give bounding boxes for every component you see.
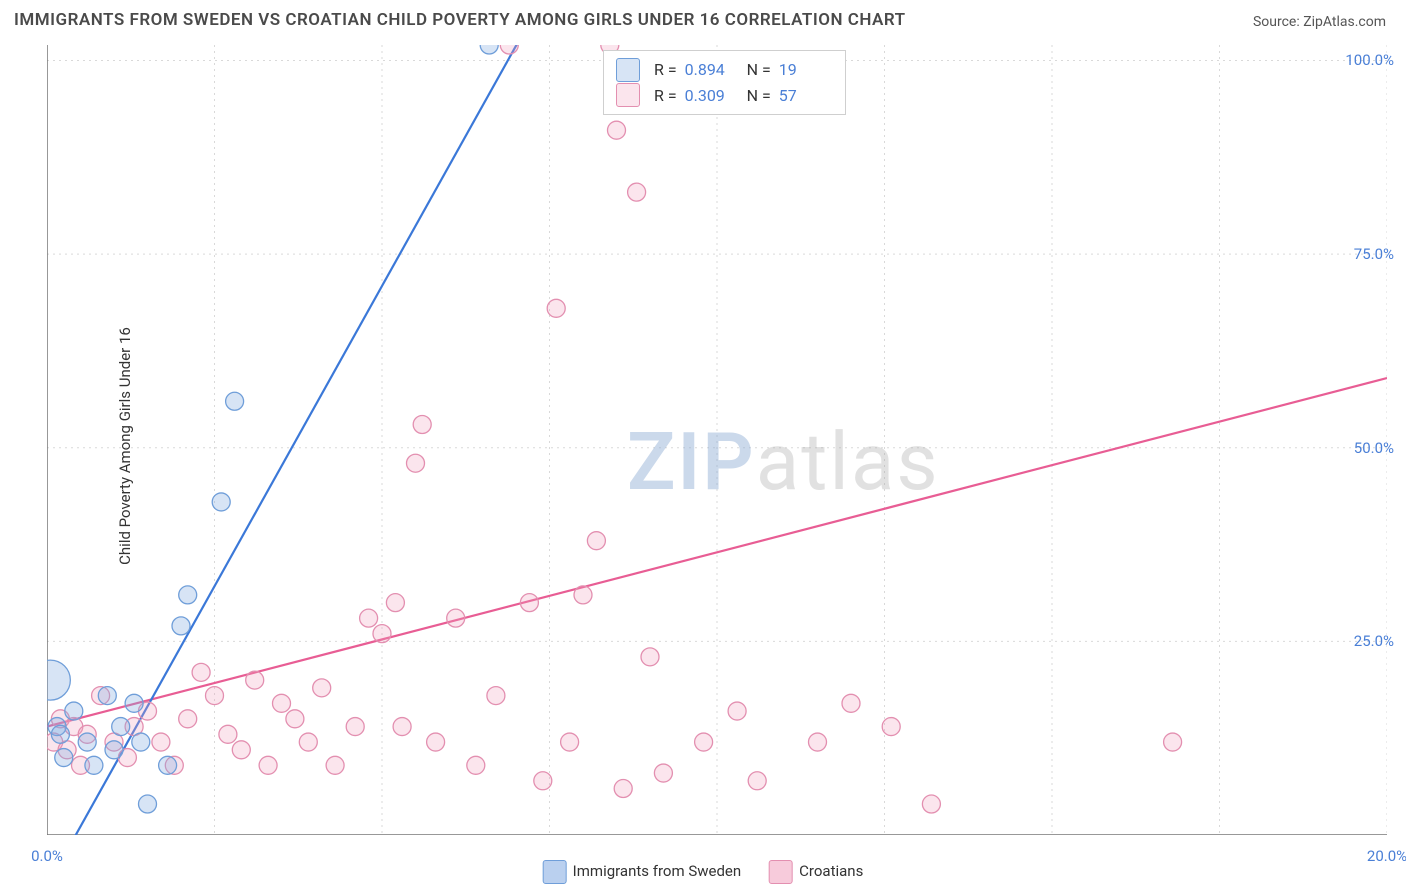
data-point bbox=[922, 795, 940, 813]
data-point bbox=[313, 679, 331, 697]
data-point bbox=[373, 625, 391, 643]
data-point bbox=[641, 648, 659, 666]
data-point bbox=[500, 45, 518, 54]
data-point bbox=[574, 586, 592, 604]
data-point bbox=[748, 772, 766, 790]
legend-swatch bbox=[616, 83, 640, 107]
y-tick-label: 100.0% bbox=[1345, 51, 1394, 69]
bottom-legend: Immigrants from Sweden Croatians bbox=[543, 860, 864, 884]
data-point bbox=[360, 609, 378, 627]
legend-swatch bbox=[543, 860, 567, 884]
data-point bbox=[467, 756, 485, 774]
legend-item: Croatians bbox=[769, 860, 863, 884]
data-point bbox=[259, 756, 277, 774]
legend-item: Immigrants from Sweden bbox=[543, 860, 741, 884]
correlation-scatter-plot bbox=[47, 45, 1387, 835]
data-point bbox=[809, 733, 827, 751]
x-tick-label: 20.0% bbox=[1367, 847, 1406, 865]
data-point bbox=[842, 694, 860, 712]
legend-swatch bbox=[769, 860, 793, 884]
data-point bbox=[286, 710, 304, 728]
data-point bbox=[112, 718, 130, 736]
data-point bbox=[139, 795, 157, 813]
data-point bbox=[386, 594, 404, 612]
data-point bbox=[1164, 733, 1182, 751]
data-point bbox=[179, 586, 197, 604]
data-point bbox=[695, 733, 713, 751]
data-point bbox=[487, 687, 505, 705]
data-point bbox=[172, 617, 190, 635]
data-point bbox=[480, 45, 498, 54]
data-point bbox=[407, 454, 425, 472]
data-point bbox=[534, 772, 552, 790]
data-point bbox=[246, 671, 264, 689]
y-tick-label: 50.0% bbox=[1354, 439, 1394, 457]
data-point bbox=[299, 733, 317, 751]
data-point bbox=[179, 710, 197, 728]
data-point bbox=[219, 725, 237, 743]
source-attribution: Source: ZipAtlas.com bbox=[1253, 14, 1386, 30]
data-point bbox=[654, 764, 672, 782]
data-point bbox=[520, 594, 538, 612]
legend-label: Croatians bbox=[799, 862, 863, 880]
y-tick-label: 25.0% bbox=[1354, 632, 1394, 650]
stats-legend-box: R = 0.894 N = 19R = 0.309 N = 57 bbox=[603, 50, 846, 115]
data-point bbox=[273, 694, 291, 712]
data-point bbox=[85, 756, 103, 774]
data-point bbox=[226, 392, 244, 410]
data-point bbox=[125, 694, 143, 712]
chart-title: IMMIGRANTS FROM SWEDEN VS CROATIAN CHILD… bbox=[14, 10, 906, 30]
data-point bbox=[232, 741, 250, 759]
data-point bbox=[192, 663, 210, 681]
data-point bbox=[393, 718, 411, 736]
data-point bbox=[159, 756, 177, 774]
data-point bbox=[346, 718, 364, 736]
data-point bbox=[561, 733, 579, 751]
data-point bbox=[882, 718, 900, 736]
data-point bbox=[608, 121, 626, 139]
data-point bbox=[413, 416, 431, 434]
data-point bbox=[628, 183, 646, 201]
data-point bbox=[206, 687, 224, 705]
data-point bbox=[65, 702, 83, 720]
data-point bbox=[51, 725, 69, 743]
data-point bbox=[587, 532, 605, 550]
legend-label: Immigrants from Sweden bbox=[573, 862, 741, 880]
data-point bbox=[447, 609, 465, 627]
source-name: ZipAtlas.com bbox=[1303, 14, 1386, 30]
data-point bbox=[47, 660, 70, 700]
data-point bbox=[427, 733, 445, 751]
data-point bbox=[132, 733, 150, 751]
data-point bbox=[547, 299, 565, 317]
stats-row: R = 0.894 N = 19 bbox=[616, 57, 833, 83]
legend-swatch bbox=[616, 58, 640, 82]
y-tick-label: 75.0% bbox=[1354, 245, 1394, 263]
data-point bbox=[212, 493, 230, 511]
data-point bbox=[152, 733, 170, 751]
stats-row: R = 0.309 N = 57 bbox=[616, 83, 833, 109]
data-point bbox=[326, 756, 344, 774]
data-point bbox=[98, 687, 116, 705]
source-prefix: Source: bbox=[1253, 14, 1303, 30]
data-point bbox=[55, 749, 73, 767]
data-point bbox=[105, 741, 123, 759]
data-point bbox=[78, 733, 96, 751]
data-point bbox=[614, 780, 632, 798]
data-point bbox=[728, 702, 746, 720]
x-tick-label: 0.0% bbox=[31, 847, 63, 865]
